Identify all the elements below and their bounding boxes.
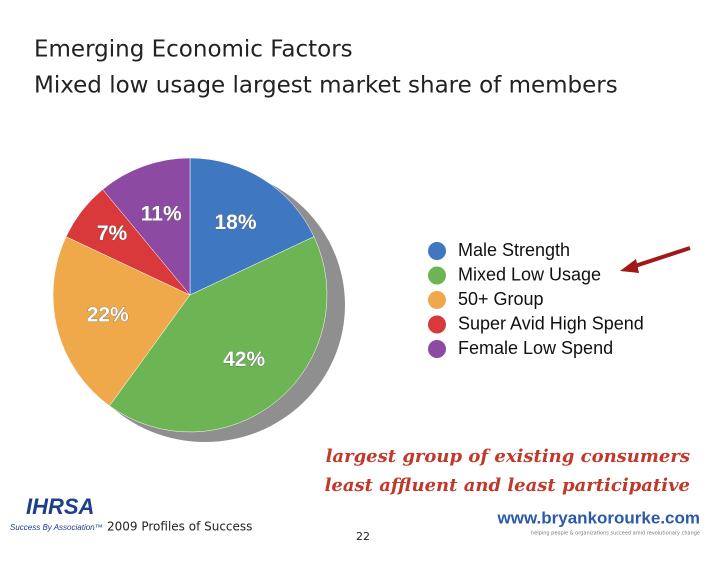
logo-left: IHRSA bbox=[26, 494, 94, 519]
annotation: largest group of existing consumers bbox=[326, 446, 690, 467]
legend-swatch bbox=[428, 266, 446, 285]
legend-label: 50+ Group bbox=[458, 289, 544, 309]
pie-slice bbox=[189, 157, 315, 296]
arrow-head bbox=[620, 259, 639, 273]
slice-label: 18% bbox=[214, 211, 256, 234]
slice-label: 42% bbox=[223, 348, 265, 371]
legend-label: Super Avid High Spend bbox=[458, 313, 644, 333]
arrow bbox=[631, 246, 691, 269]
legend-swatch bbox=[428, 291, 446, 309]
logo-left-tagline: Success By Association™ bbox=[10, 523, 103, 532]
logo-right: www.bryankorourke.com bbox=[497, 508, 700, 527]
legend: Male Strength Mixed Low Usage 50+ Group Sup… bbox=[428, 240, 644, 358]
slice-label: 22% bbox=[87, 304, 129, 327]
pie-slice bbox=[102, 157, 191, 296]
legend-label: Male Strength bbox=[458, 240, 570, 260]
legend-label: Female Low Spend bbox=[458, 338, 613, 358]
legend-swatch bbox=[428, 315, 446, 334]
slice-label: 11% bbox=[141, 203, 182, 226]
legend-swatch bbox=[428, 242, 446, 260]
legend-swatch bbox=[428, 340, 446, 358]
pie-slice bbox=[109, 236, 328, 433]
annotation: least affluent and least participative bbox=[325, 475, 690, 496]
title: Emerging Economic Factors bbox=[34, 37, 353, 63]
pie: 18% 42% 22% 7% 11% bbox=[52, 157, 328, 433]
footer-text: 2009 Profiles of Success bbox=[107, 520, 252, 534]
subtitle: Mixed low usage largest market share of … bbox=[34, 73, 618, 99]
slice-label: 7% bbox=[97, 222, 128, 245]
logo-right-tagline: helping people & organizations succeed a… bbox=[531, 531, 700, 537]
legend-label: Mixed Low Usage bbox=[458, 264, 601, 284]
page-number: 22 bbox=[356, 530, 370, 543]
